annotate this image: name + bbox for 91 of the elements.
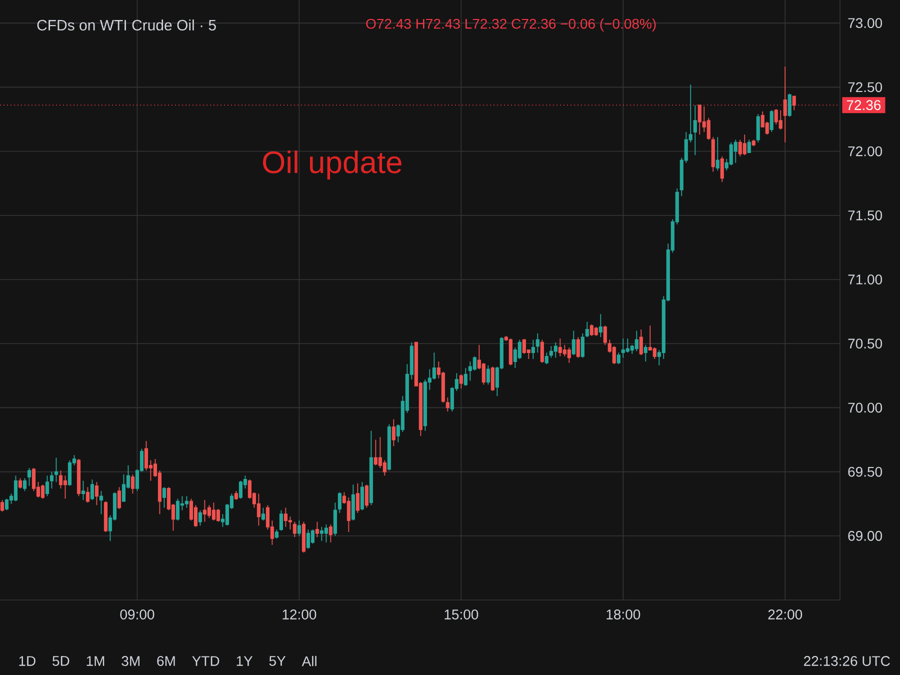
text: 1M (86, 656, 104, 666)
candlestick (369, 430, 373, 506)
candlestick (346, 496, 350, 533)
candlestick (392, 418, 396, 447)
candlestick (310, 529, 314, 544)
candlestick (540, 339, 544, 364)
candlestick (639, 329, 643, 356)
candlestick (446, 396, 450, 412)
candlestick (693, 104, 697, 156)
candlestick (333, 502, 337, 536)
candlestick (292, 521, 296, 538)
candlestick (27, 468, 32, 486)
candlestick (576, 336, 580, 358)
y-tick-label: 70.50 (848, 338, 882, 349)
x-tick-label: 09:00 (120, 610, 154, 620)
x-tick-label: 22:00 (768, 610, 802, 620)
x-tick-label: 15:00 (444, 610, 478, 620)
candlestick (634, 330, 638, 352)
candlestick (50, 471, 54, 489)
candlestick (274, 529, 279, 539)
candlestick (580, 332, 584, 358)
candlestick (99, 490, 104, 515)
candlestick (742, 134, 746, 156)
candlestick (752, 139, 756, 147)
candlestick (256, 493, 261, 526)
text: CFDs on WTI Crude Oil · 5 (37, 19, 216, 31)
candlestick (315, 521, 319, 538)
candlestick (297, 520, 301, 536)
y-tick-label: 70.00 (848, 402, 882, 413)
candlestick (54, 457, 58, 483)
candlestick (328, 524, 332, 543)
candlestick (531, 339, 535, 360)
candlestick (603, 325, 607, 346)
candlestick (720, 156, 724, 183)
text: 22:13:26 UTC (804, 656, 890, 666)
candlestick (459, 374, 463, 389)
candlestick (792, 96, 796, 111)
text: 6M (157, 656, 175, 666)
candlestick (202, 500, 207, 522)
candlestick (747, 139, 751, 154)
ref-line-label: 72.36 (846, 100, 881, 110)
candlestick (770, 110, 774, 133)
candlestick (711, 136, 715, 172)
annotation: Oil update (263, 150, 402, 180)
text: 5Y (269, 656, 286, 666)
candlestick (234, 490, 238, 500)
candlestick (464, 368, 468, 386)
candlestick (130, 474, 135, 494)
candlestick (81, 480, 86, 500)
candlestick (360, 482, 364, 511)
candlestick (585, 321, 589, 338)
candlestick (594, 326, 598, 336)
candlestick (544, 352, 548, 365)
candlestick (644, 344, 648, 362)
y-tick-label: 71.00 (848, 274, 882, 284)
candlestick (324, 524, 328, 543)
y-tick-label: 71.50 (848, 210, 882, 220)
candlestick (351, 484, 355, 521)
text: YTD (192, 656, 220, 666)
candlestick (734, 139, 738, 164)
candlestick (356, 482, 360, 514)
y-tick-label: 69.50 (848, 466, 882, 477)
candlestick (598, 314, 602, 338)
candlestick (22, 478, 27, 492)
candlestick (554, 342, 558, 358)
candlestick (536, 332, 540, 354)
text: 5D (52, 656, 70, 666)
candlestick (162, 486, 166, 508)
text: 1Y (236, 656, 253, 666)
y-tick-label: 72.50 (848, 82, 882, 92)
candlestick (338, 492, 342, 514)
text: O72.43 H72.43 L72.32 C72.36 −0.06 (−0.08%) (366, 18, 656, 32)
y-tick-label: 69.00 (848, 530, 882, 541)
candlestick (45, 475, 50, 497)
x-tick-label: 18:00 (606, 610, 640, 620)
candlestick (261, 507, 266, 521)
candlestick (783, 66, 787, 143)
candlestick (567, 346, 571, 364)
text: All (302, 656, 316, 666)
candlestick (778, 110, 782, 130)
candlestick (486, 364, 490, 386)
x-tick-label: 12:00 (282, 610, 316, 620)
text: 3M (122, 656, 140, 666)
candlestick (716, 136, 720, 171)
y-tick-label: 72.00 (848, 146, 882, 156)
candlestick (756, 114, 760, 143)
candlestick (616, 352, 620, 365)
candlestick (184, 496, 189, 508)
y-tick-label: 73.00 (848, 18, 882, 28)
text: 1D (19, 656, 36, 666)
candlestick (572, 330, 576, 356)
